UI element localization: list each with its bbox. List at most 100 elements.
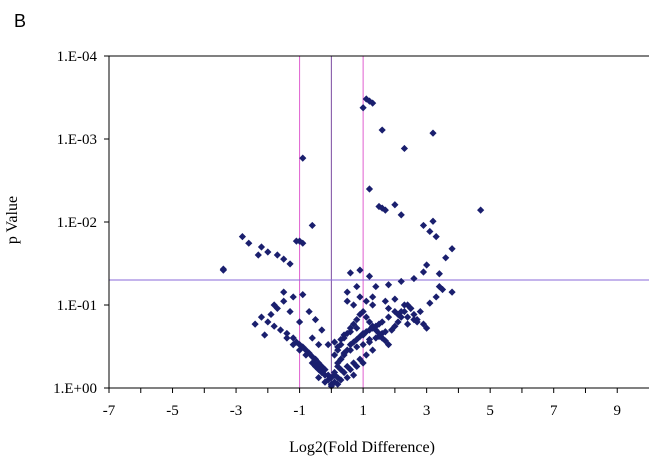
data-point [419,268,428,276]
data-point [257,243,266,251]
data-point [283,334,291,342]
data-point [359,331,367,339]
data-point [305,349,313,357]
data-point [280,255,288,263]
data-point [410,310,418,319]
data-point [384,304,393,313]
data-point [407,304,415,313]
data-point [315,341,323,349]
data-point [318,326,326,334]
data-point [435,270,443,278]
data-point [292,338,301,346]
x-axis-ticks: -7 -5 -3 -1 1 3 5 7 9 [103,388,621,419]
data-point [238,233,247,241]
data-point [330,351,339,359]
data-point [346,328,355,336]
data-point [276,326,285,334]
data-point [365,272,374,280]
data-point [251,320,259,328]
data-point [375,332,383,341]
data-point [369,346,377,354]
data-point [270,301,278,309]
data-point [308,334,316,342]
data-point [346,365,355,374]
data-point [391,322,399,330]
data-point [448,288,456,296]
data-point [299,239,307,247]
data-point [391,307,399,316]
x-tick-label: 7 [550,403,558,419]
data-point [356,332,364,341]
y-axis-ticks: 1.E+00 1.E-01 1.E-02 1.E-03 1.E-04 [53,49,109,397]
data-point [318,362,326,371]
data-point [378,334,386,342]
data-point [435,282,443,291]
data-point [295,318,304,326]
data-point [346,269,355,277]
data-point [432,293,440,301]
data-point [372,334,380,342]
data-point [381,206,389,214]
data-point [403,320,412,328]
data-points [219,95,485,390]
data-point [311,316,320,324]
data-point [340,351,348,359]
data-point [429,129,437,137]
data-point [337,341,345,349]
y-tick-label: 1.E+00 [53,381,97,397]
data-point [419,221,428,230]
data-point [264,248,272,256]
data-point [334,359,342,367]
data-point [356,310,364,319]
data-point [353,324,361,332]
data-point [289,334,297,342]
data-point [280,288,288,296]
data-point [353,362,361,371]
data-point [334,343,342,351]
data-point [369,324,377,332]
data-point [321,378,329,386]
data-point [372,326,380,334]
data-point [295,341,304,349]
data-point [403,313,412,321]
data-point [254,251,262,259]
data-point [388,326,396,334]
data-point [365,335,374,344]
data-point [356,355,364,363]
data-point [315,374,323,382]
data-point [359,341,367,349]
x-tick-label: 3 [423,403,431,419]
data-point [340,331,348,339]
data-point [264,318,272,326]
data-point [308,353,316,361]
data-point [369,293,377,301]
data-point [394,318,402,326]
data-point [349,301,358,309]
data-point [369,301,377,309]
data-point [334,374,342,382]
x-tick-label: 5 [486,403,494,419]
data-point [315,359,323,367]
data-point [365,185,374,193]
data-point [295,346,304,354]
data-point [359,359,367,367]
data-point [413,318,421,326]
data-point [378,318,386,326]
data-point [426,227,434,236]
data-point [324,376,332,384]
data-point [289,293,297,301]
data-point [356,293,364,301]
data-point [400,144,409,153]
data-point [381,328,389,336]
data-point [340,368,348,377]
panel-label: B [14,11,26,31]
data-point [423,324,431,332]
data-point [343,288,351,296]
data-point [416,307,424,316]
data-point [286,307,294,316]
data-point [448,245,456,253]
data-point [289,341,297,349]
data-point [324,341,332,349]
x-tick-label: -5 [166,403,179,419]
